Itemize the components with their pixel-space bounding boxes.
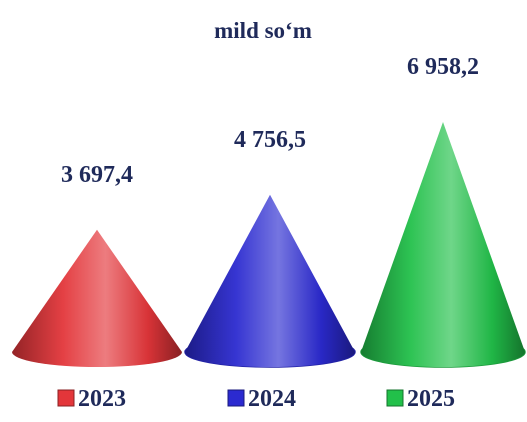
legend-swatch-2024 <box>227 389 245 407</box>
value-label-2023: 3 697,4 <box>61 162 133 188</box>
legend-swatch-2023 <box>57 389 75 407</box>
legend-label-2025: 2025 <box>407 386 455 412</box>
chart-title: mild so‘m <box>214 18 312 43</box>
cone-2024 <box>184 194 356 368</box>
cone-2023 <box>11 229 183 368</box>
legend: 2023 2024 2025 <box>57 386 455 412</box>
legend-swatch-2025 <box>386 389 404 407</box>
value-labels-group: 3 697,4 4 756,5 6 958,2 <box>61 54 479 188</box>
legend-item-2023: 2023 <box>57 386 126 412</box>
legend-label-2024: 2024 <box>248 386 296 412</box>
cone-body-2023 <box>12 229 182 367</box>
value-label-2025: 6 958,2 <box>407 54 479 80</box>
legend-item-2025: 2025 <box>386 386 455 412</box>
cone-body-2024 <box>185 194 355 367</box>
legend-item-2024: 2024 <box>227 386 296 412</box>
cone-body-2025 <box>361 122 525 367</box>
cone-2025 <box>360 122 526 368</box>
cones-group <box>11 122 526 368</box>
value-label-2024: 4 756,5 <box>234 127 306 153</box>
legend-label-2023: 2023 <box>78 386 126 412</box>
